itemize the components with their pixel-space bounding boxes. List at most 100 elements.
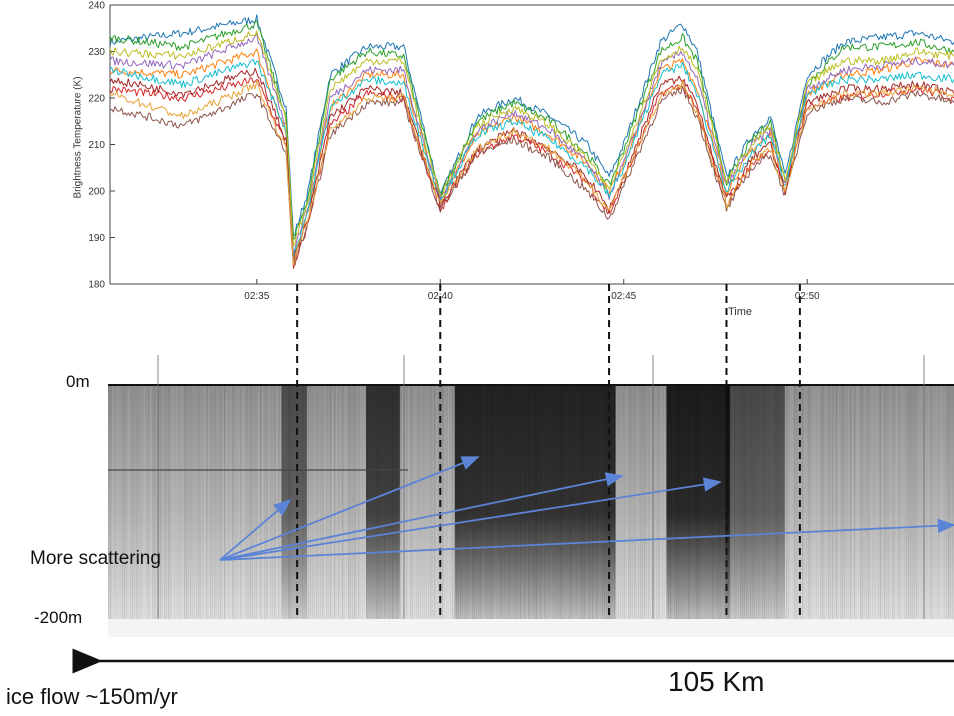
radar-streak	[144, 385, 146, 619]
series-line	[109, 14, 954, 237]
series-line	[109, 79, 954, 266]
radar-streak	[212, 385, 214, 619]
ice-flow-label: ice flow ~150m/yr	[6, 684, 178, 709]
radar-streak	[626, 385, 628, 619]
radar-streak	[208, 385, 210, 619]
radar-streak	[138, 385, 140, 619]
x-axis-title: Time	[728, 306, 753, 318]
radar-streak	[146, 385, 148, 619]
radar-streak	[340, 385, 342, 619]
radar-streak	[414, 385, 416, 619]
radar-streak	[314, 385, 316, 619]
radar-streak	[324, 385, 326, 619]
radar-streak	[190, 385, 192, 619]
radar-streak	[330, 385, 332, 619]
radar-streak	[634, 385, 636, 619]
radar-streak	[922, 385, 924, 619]
radar-streak	[788, 385, 790, 619]
radar-streak	[942, 385, 944, 619]
radar-streak	[658, 385, 660, 619]
radar-streak	[840, 385, 842, 619]
radar-streak	[252, 385, 254, 619]
radar-streak	[220, 385, 222, 619]
radar-streak	[452, 385, 454, 619]
radar-streak	[140, 385, 142, 619]
radar-streak	[862, 385, 864, 619]
radar-streak	[868, 385, 870, 619]
radar-streak	[866, 385, 868, 619]
radar-echogram	[108, 355, 954, 637]
radar-streak	[230, 385, 232, 619]
radar-streak	[176, 385, 178, 619]
radar-streak	[936, 385, 938, 619]
radar-streak	[950, 385, 952, 619]
radar-streak	[664, 385, 666, 619]
radar-streak	[944, 385, 946, 619]
radar-streak	[258, 385, 260, 619]
radar-streak	[162, 385, 164, 619]
radar-streak	[630, 385, 632, 619]
radar-streak	[264, 385, 266, 619]
radar-streak	[416, 385, 418, 619]
radar-dark-band	[454, 385, 616, 619]
radar-streak	[434, 385, 436, 619]
radar-streak	[798, 385, 800, 619]
radar-streak	[168, 385, 170, 619]
radar-streak	[442, 385, 444, 619]
y-tick-label: 220	[88, 94, 105, 105]
radar-streak	[354, 385, 356, 619]
radar-streak	[178, 385, 180, 619]
radar-streak	[892, 385, 894, 619]
radar-streak	[410, 385, 412, 619]
radar-streak	[406, 385, 408, 619]
radar-streak	[348, 385, 350, 619]
radar-streak	[856, 385, 858, 619]
radar-streak	[644, 385, 646, 619]
radar-streak	[794, 385, 796, 619]
radar-streak	[804, 385, 806, 619]
radar-image	[108, 355, 954, 637]
radar-streak	[636, 385, 638, 619]
radar-streak	[884, 385, 886, 619]
y-tick-label: 200	[88, 187, 105, 198]
series-line	[109, 20, 954, 241]
radar-streak	[420, 385, 422, 619]
radar-streak	[200, 385, 202, 619]
radar-streak	[948, 385, 950, 619]
radar-streak	[278, 385, 280, 619]
series-line	[109, 33, 954, 256]
radar-streak	[114, 385, 116, 619]
radar-streak	[150, 385, 152, 619]
x-tick-label: 02:35	[244, 291, 269, 302]
x-tick-label: 02:50	[795, 291, 820, 302]
radar-streak	[878, 385, 880, 619]
radar-streak	[318, 385, 320, 619]
radar-streak	[352, 385, 354, 619]
radar-streak	[344, 385, 346, 619]
radar-streak	[402, 385, 404, 619]
radar-streak	[338, 385, 340, 619]
radar-streak	[900, 385, 902, 619]
radar-streak	[166, 385, 168, 619]
radar-dark-band	[366, 385, 400, 619]
radar-streak	[852, 385, 854, 619]
radar-streak	[426, 385, 428, 619]
radar-streak	[872, 385, 874, 619]
radar-streak	[946, 385, 948, 619]
radar-streak	[838, 385, 840, 619]
radar-streak	[826, 385, 828, 619]
radar-streak	[924, 385, 926, 619]
series-line	[109, 85, 954, 266]
radar-streak	[120, 385, 122, 619]
radar-streak	[446, 385, 448, 619]
radar-streak	[920, 385, 922, 619]
radar-streak	[234, 385, 236, 619]
radar-streak	[250, 385, 252, 619]
radar-streak	[832, 385, 834, 619]
radar-streak	[206, 385, 208, 619]
radar-streak	[620, 385, 622, 619]
radar-streak	[930, 385, 932, 619]
radar-streak	[428, 385, 430, 619]
radar-streak	[122, 385, 124, 619]
radar-streak	[152, 385, 154, 619]
